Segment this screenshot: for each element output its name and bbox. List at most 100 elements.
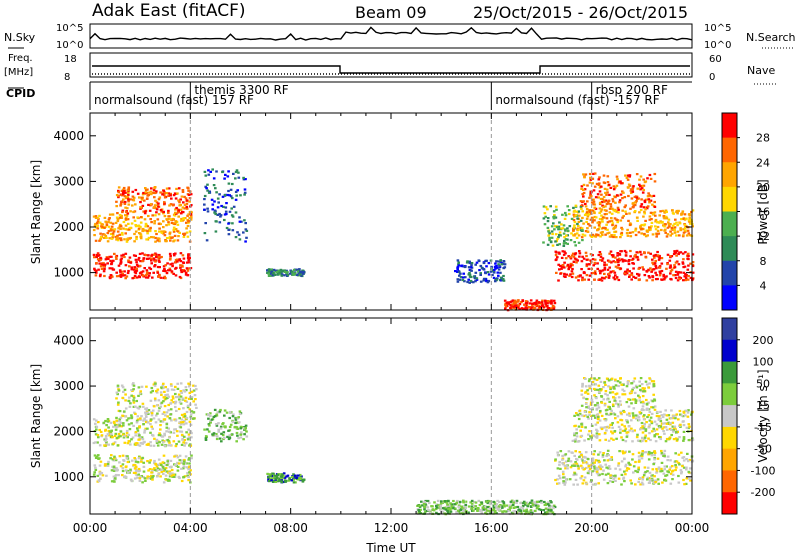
scatter-cell [148,209,152,212]
scatter-cell [640,457,644,460]
scatter-cell [652,480,656,483]
scatter-cell [522,502,525,505]
scatter-cell [118,424,121,427]
scatter-cell [153,196,156,199]
scatter-cell [660,449,663,453]
scatter-cell [584,385,588,388]
scatter-cell [650,218,653,221]
scatter-cell [99,273,102,276]
scatter-cell [132,216,135,219]
scatter-cell [101,225,104,229]
scatter-cell [213,200,216,203]
scatter-cell [566,265,569,268]
scatter-cell [120,257,123,260]
scatter-cell [650,422,654,425]
scatter-cell [546,511,549,514]
scatter-cell [179,208,183,211]
scatter-cell [169,431,172,434]
scatter-cell [123,274,127,277]
scatter-cell [592,200,596,203]
colorbar-swatch [722,137,737,163]
scatter-cell [172,401,175,404]
scatter-cell [564,229,567,232]
scatter-cell [678,276,681,279]
scatter-cell [525,300,528,303]
scatter-cell [618,400,622,403]
scatter-cell [585,263,589,266]
scatter-cell [176,230,180,233]
scatter-cell [456,259,460,262]
scatter-cell [185,231,189,234]
scatter-cell [475,261,479,264]
scatter-cell [174,197,178,200]
scatter-cell [623,425,626,428]
scatter-cell [658,274,662,277]
scatter-cell [650,430,654,433]
scatter-cell [162,269,166,272]
scatter-cell [188,408,192,411]
scatter-cell [294,474,297,477]
scatter-cell [609,386,612,389]
scatter-cell [618,201,621,204]
scatter-cell [185,466,188,469]
scatter-cell [129,236,132,240]
scatter-cell [683,218,687,221]
scatter-cell [93,454,97,457]
scatter-cell [185,261,189,264]
scatter-cell [184,399,187,402]
scatter-cell [638,211,641,214]
scatter-cell [642,415,645,418]
scatter-cell [181,397,185,400]
scatter-cell [182,475,186,479]
scatter-cell [151,389,154,393]
scatter-cell [635,173,639,176]
scatter-cell [145,272,149,275]
scatter-cell [572,219,576,222]
scatter-cell [665,210,668,213]
scatter-cell [183,195,186,198]
scatter-cell [240,220,243,223]
scatter-cell [643,199,647,202]
scatter-cell [112,468,116,471]
scatter-cell [171,472,174,475]
scatter-cell [572,226,576,229]
scatter-cell [474,271,478,274]
scatter-cell [620,423,624,426]
scatter-cell [280,475,283,478]
scatter-cell [680,472,683,475]
scatter-cell [190,396,194,399]
scatter-cell [462,510,465,513]
scatter-cell [172,440,176,443]
scatter-cell [122,193,125,196]
scatter-cell [558,233,561,237]
scatter-cell [185,227,188,230]
scatter-cell [654,479,658,482]
scatter-cell [612,260,615,263]
scatter-cell [149,431,152,434]
scatter-cell [175,430,179,433]
scatter-cell [103,216,107,219]
scatter-cell [102,270,106,273]
scatter-cell [654,254,657,257]
scatter-cell [537,508,541,511]
scatter-cell [172,230,176,233]
scatter-cell [184,386,188,389]
scatter-cell [456,266,459,269]
scatter-cell [677,481,681,484]
scatter-cell [580,422,583,426]
scatter-cell [175,187,178,190]
scatter-cell [621,429,625,432]
scatter-cell [670,433,673,437]
scatter-cell [167,427,170,430]
scatter-cell [567,255,570,258]
scatter-cell [585,217,589,220]
scatter-cell [597,253,601,257]
scatter-cell [688,467,692,470]
scatter-cell [482,508,486,511]
scatter-cell [613,399,617,402]
noise-right-tick-bottom: 10^0 [704,40,731,51]
scatter-cell [664,231,667,234]
scatter-cell [113,422,116,425]
scatter-cell [676,230,680,233]
scatter-cell [637,416,641,419]
